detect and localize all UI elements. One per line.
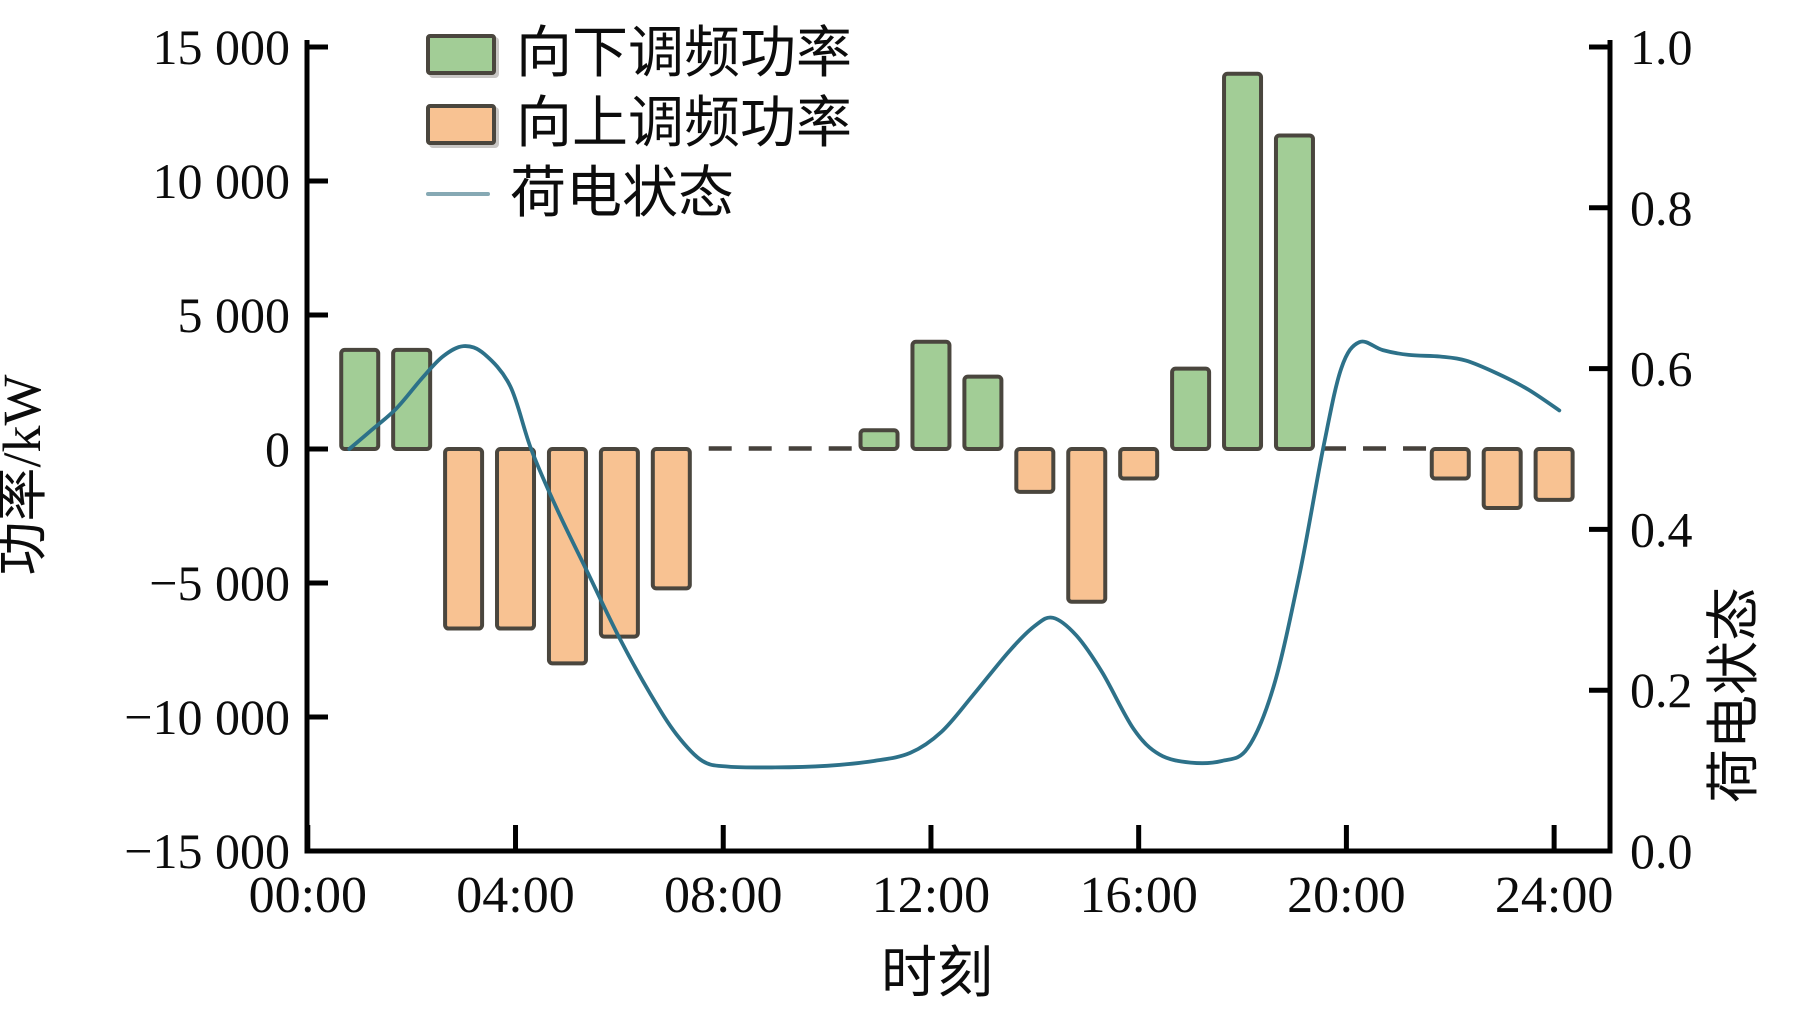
y-right-axis-title: 荷电状态 xyxy=(1704,587,1764,803)
legend-line-soc xyxy=(426,192,490,196)
x-tick-label: 16:00 xyxy=(1079,867,1197,924)
y-left-tick-label: 0 xyxy=(265,421,290,477)
y-left-tick-label: 10 000 xyxy=(153,153,291,209)
bar-向上调频功率-h5 xyxy=(546,447,588,666)
y-right-tick-label: 0.6 xyxy=(1630,341,1693,397)
bar-向下调频功率-h17 xyxy=(1170,366,1212,452)
x-tick-label: 20:00 xyxy=(1287,867,1405,924)
bar-向下调频功率-h19 xyxy=(1273,133,1315,451)
y-left-tick-label: −5 000 xyxy=(149,555,290,611)
y-left-tick-label: −10 000 xyxy=(124,689,290,745)
legend-item-down-regulation: 向下调频功率 xyxy=(426,22,852,86)
bar-向上调频功率-h4 xyxy=(495,447,537,631)
y-left-axis-title: 功率/kW xyxy=(0,374,52,575)
x-tick-label: 12:00 xyxy=(872,867,990,924)
legend: 向下调频功率 向上调频功率 荷电状态 xyxy=(426,22,852,226)
legend-swatch-down-regulation xyxy=(426,33,496,75)
bar-向下调频功率-h13 xyxy=(962,374,1004,452)
y-right-tick-label: 0.0 xyxy=(1630,823,1693,879)
y-right-tick-label: 0.4 xyxy=(1630,501,1693,557)
legend-label-up-regulation: 向上调频功率 xyxy=(516,93,852,155)
bar-向上调频功率-h22 xyxy=(1429,447,1471,481)
x-tick-label: 24:00 xyxy=(1495,867,1613,924)
x-tick-label: 04:00 xyxy=(456,867,574,924)
y-left-tick-label: 15 000 xyxy=(153,19,291,75)
y-left-tick-label: 5 000 xyxy=(178,287,291,343)
bar-向上调频功率-h16 xyxy=(1118,447,1160,481)
bar-向上调频功率-h3 xyxy=(443,447,485,631)
bar-向下调频功率-h18 xyxy=(1222,71,1264,452)
x-tick-label: 00:00 xyxy=(249,867,367,924)
bar-向上调频功率-h7 xyxy=(650,447,692,591)
y-right-tick-label: 0.8 xyxy=(1630,180,1693,236)
legend-item-soc: 荷电状态 xyxy=(426,162,852,226)
x-axis-title: 时刻 xyxy=(881,943,993,1005)
y-left-tick-label: −15 000 xyxy=(124,823,290,879)
bar-向下调频功率-h12 xyxy=(910,339,952,451)
legend-item-up-regulation: 向上调频功率 xyxy=(426,92,852,156)
bar-向下调频功率-h11 xyxy=(858,428,900,451)
bar-向下调频功率-h1 xyxy=(339,347,381,451)
y-right-tick-label: 1.0 xyxy=(1630,19,1693,75)
legend-swatch-up-regulation xyxy=(426,103,496,145)
y-right-tick-label: 0.2 xyxy=(1630,662,1693,718)
x-tick-label: 08:00 xyxy=(664,867,782,924)
bar-向下调频功率-h2 xyxy=(391,347,433,451)
soc-line xyxy=(347,339,1562,770)
bar-向上调频功率-h15 xyxy=(1066,447,1108,604)
legend-label-soc: 荷电状态 xyxy=(510,163,734,225)
bar-向上调频功率-h23 xyxy=(1481,447,1523,510)
bar-向上调频功率-h14 xyxy=(1014,447,1056,494)
legend-label-down-regulation: 向下调频功率 xyxy=(516,23,852,85)
bar-向上调频功率-h24 xyxy=(1533,447,1575,502)
